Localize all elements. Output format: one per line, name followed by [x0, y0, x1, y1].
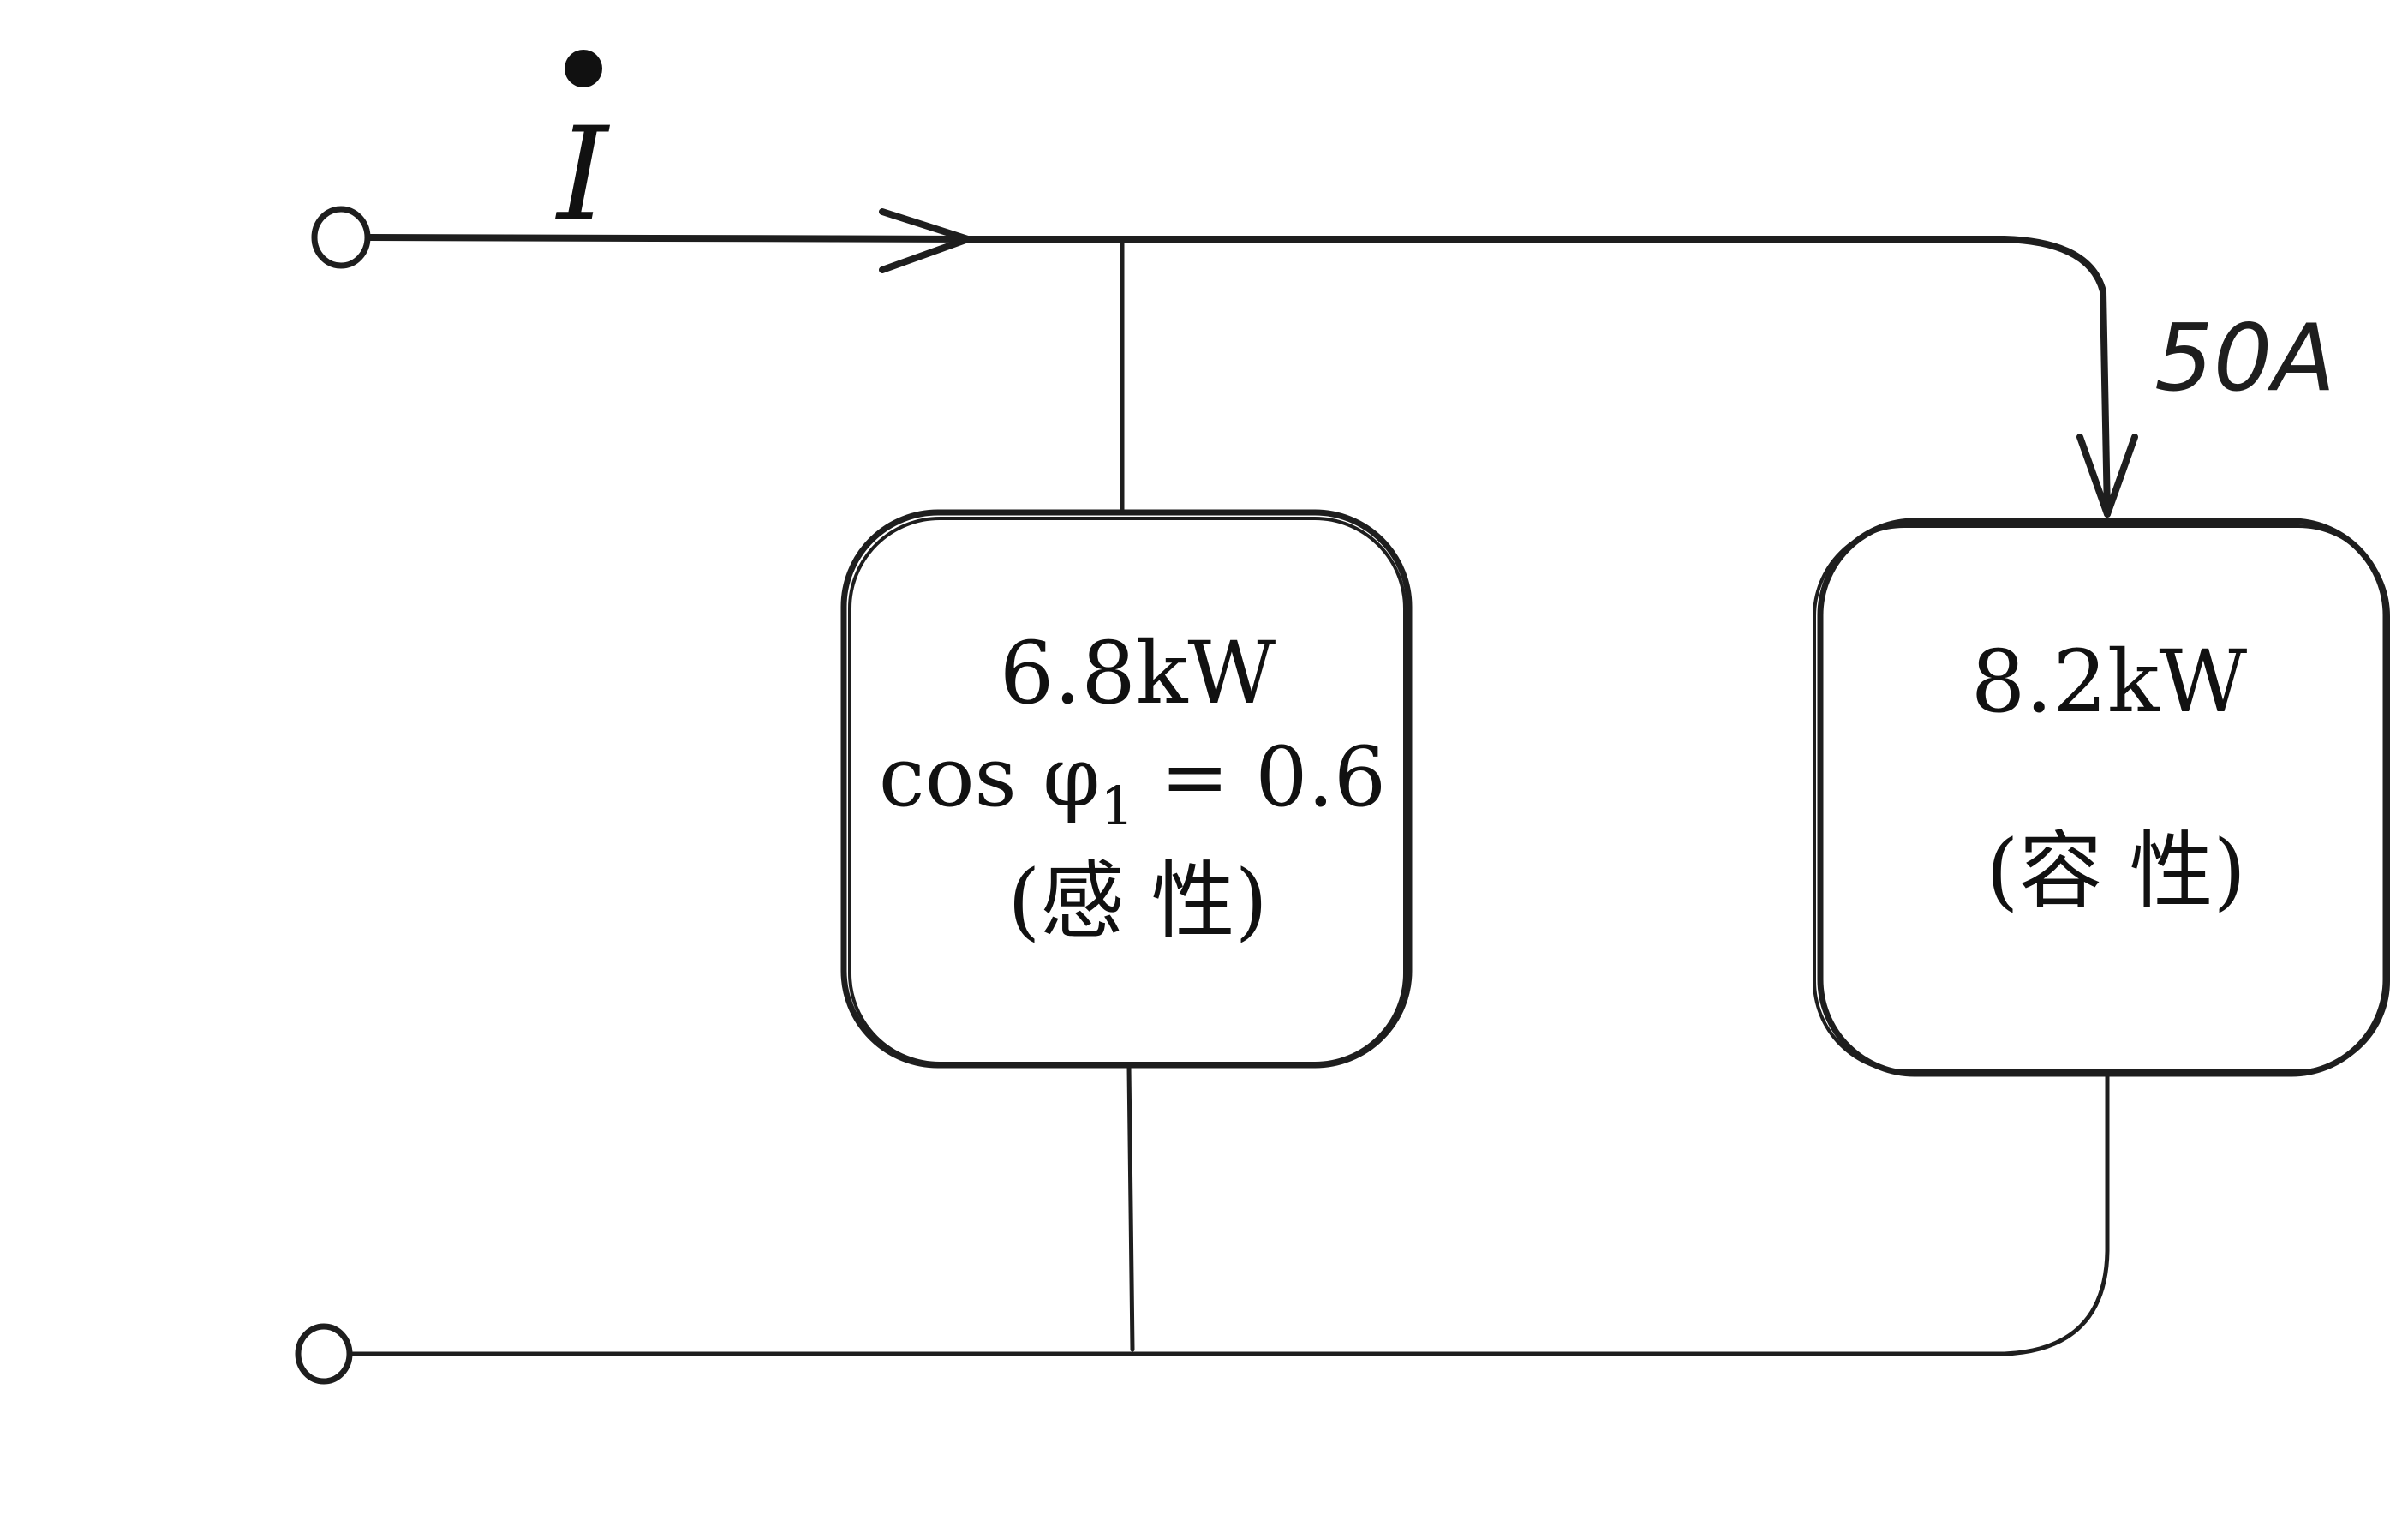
bottom-input-terminal — [295, 1323, 353, 1385]
load1-pf-label: cos φ — [879, 729, 1101, 825]
load1-power-factor: cos φ1 = 0.6 — [879, 729, 1386, 837]
load2-box-outline — [1813, 524, 2390, 1073]
load2-power: 8.2kW — [1971, 632, 2248, 732]
top-input-terminal — [311, 206, 371, 269]
current-label: I — [554, 100, 610, 249]
load2-bottom-wire — [2002, 1073, 2110, 1356]
load2-box — [1817, 518, 2389, 1077]
load1-bottom-wire — [1126, 1064, 1135, 1352]
main-current-arrow — [879, 208, 971, 273]
branch-current-label: 50A — [2154, 305, 2335, 412]
top-wire — [367, 234, 2106, 295]
load1-box-outline — [848, 517, 1407, 1065]
right-branch-wire — [2100, 288, 2111, 518]
load1-pf-subscript: 1 — [1100, 775, 1133, 837]
load1-power: 6.8kW — [1000, 623, 1276, 723]
load2-type: (容 性) — [1986, 823, 2246, 920]
phasor-dot — [565, 50, 602, 87]
load1-pf-value: = 0.6 — [1134, 729, 1386, 825]
branch-current-arrow — [2076, 434, 2138, 518]
load1-type: (感 性) — [1007, 853, 1268, 950]
